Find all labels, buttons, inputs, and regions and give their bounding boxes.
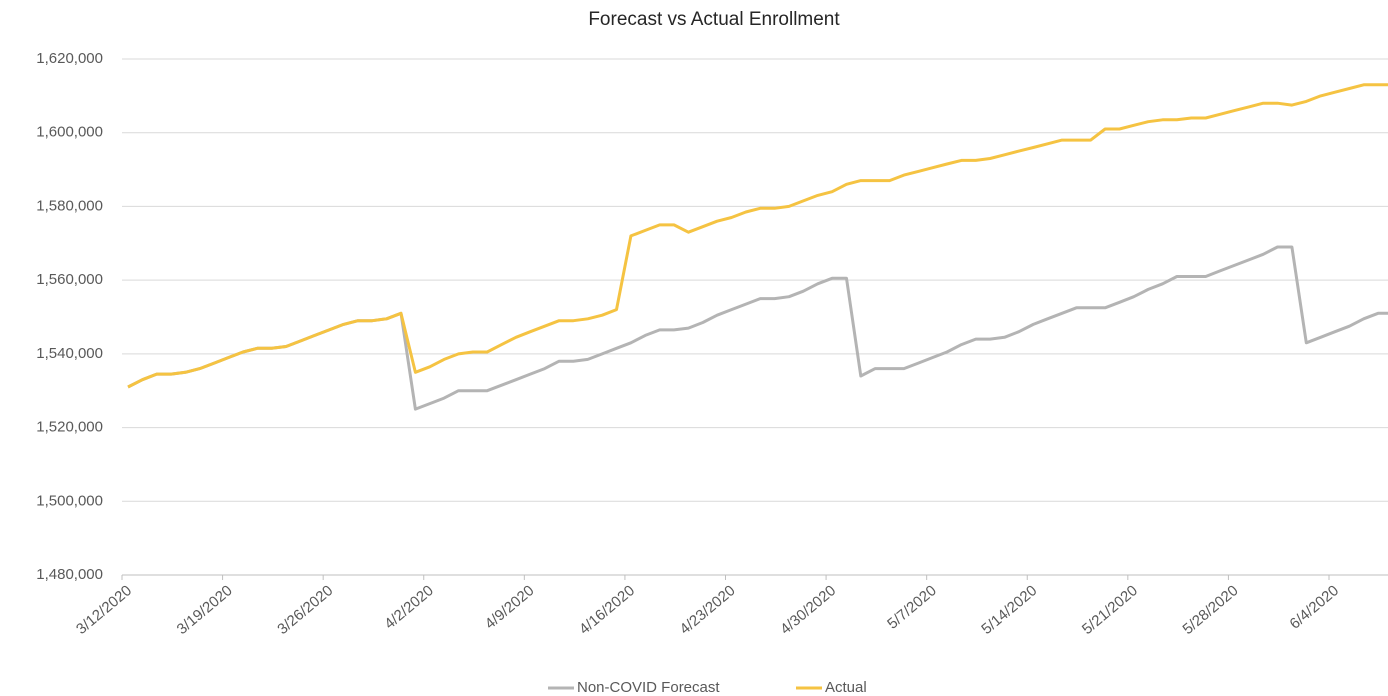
x-tick-label: 5/7/2020 [884,582,940,633]
legend-label: Actual [825,679,867,696]
x-tick-label: 3/26/2020 [274,582,336,638]
legend-label: Non-COVID Forecast [577,679,720,696]
x-tick-label: 4/30/2020 [777,582,839,638]
x-tick-label: 4/9/2020 [482,582,538,633]
y-tick-label: 1,580,000 [36,197,103,214]
y-tick-label: 1,560,000 [36,271,103,288]
chart-title: Forecast vs Actual Enrollment [588,9,840,30]
x-tick-label: 4/16/2020 [576,582,638,638]
x-tick-label: 4/2/2020 [381,582,437,633]
x-tick-label: 6/4/2020 [1286,582,1342,633]
x-tick-label: 5/14/2020 [978,582,1040,638]
series-line [127,83,1388,389]
y-tick-label: 1,520,000 [36,419,103,436]
x-tick-label: 4/23/2020 [677,582,739,638]
series-line [127,245,1388,411]
y-tick-label: 1,480,000 [36,566,103,583]
y-tick-label: 1,500,000 [36,492,103,509]
x-tick-label: 5/28/2020 [1179,582,1241,638]
y-tick-label: 1,620,000 [36,50,103,67]
x-tick-label: 5/21/2020 [1079,582,1141,638]
x-tick-label: 3/12/2020 [73,582,135,638]
y-tick-label: 1,540,000 [36,345,103,362]
x-tick-label: 3/19/2020 [174,582,236,638]
y-tick-label: 1,600,000 [36,124,103,141]
